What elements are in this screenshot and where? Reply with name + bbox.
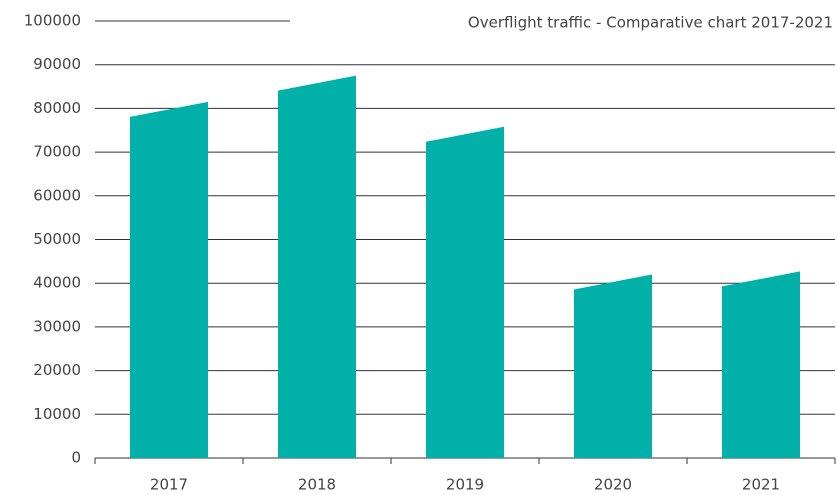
x-tick-label: 2018 (298, 476, 336, 494)
chart-title: Overflight traffic - Comparative chart 2… (468, 14, 833, 32)
y-tick-label: 40000 (33, 274, 81, 292)
bar (130, 101, 208, 458)
x-tick-label: 2020 (594, 476, 632, 494)
bar (426, 126, 504, 458)
y-tick-label: 100000 (24, 12, 81, 30)
y-tick-label: 60000 (33, 186, 81, 204)
y-tick-label: 10000 (33, 405, 81, 423)
bar (722, 271, 800, 458)
x-tick-label: 2021 (742, 476, 780, 494)
bar (574, 274, 652, 458)
y-tick-label: 90000 (33, 55, 81, 73)
y-tick-label: 30000 (33, 317, 81, 335)
y-tick-label: 70000 (33, 143, 81, 161)
y-tick-label: 0 (71, 449, 81, 467)
y-tick-label: 80000 (33, 99, 81, 117)
title-background (290, 8, 837, 36)
bar (278, 75, 356, 458)
x-tick-label: 2019 (446, 476, 484, 494)
x-tick-label: 2017 (150, 476, 188, 494)
y-tick-label: 50000 (33, 230, 81, 248)
y-tick-label: 20000 (33, 361, 81, 379)
